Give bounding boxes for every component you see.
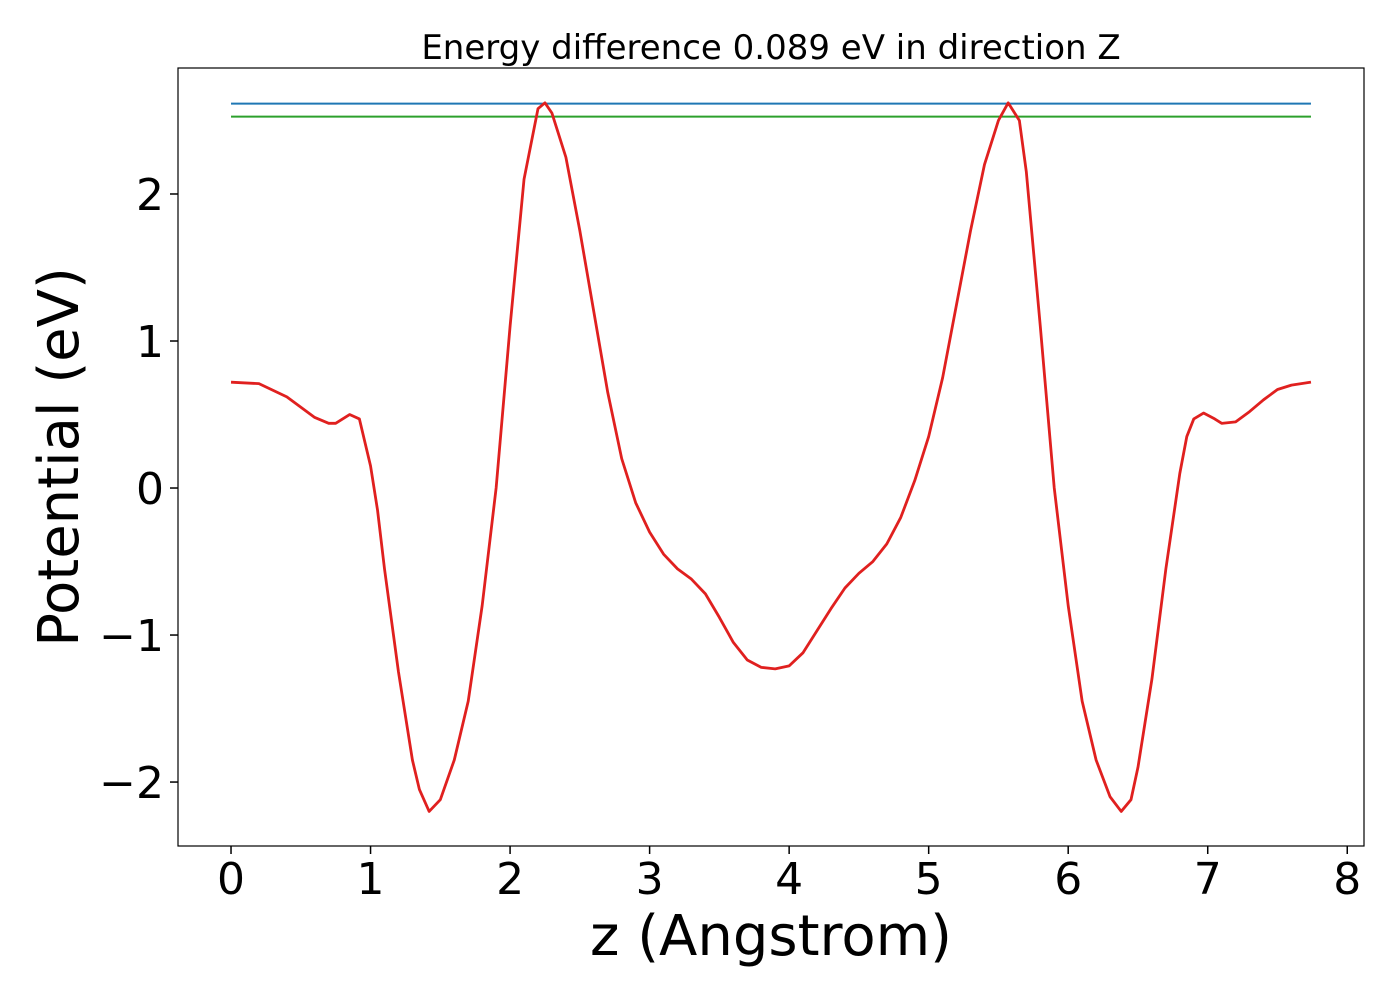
x-tick-label: 3 [636, 854, 664, 905]
y-tick-label: 1 [136, 317, 164, 368]
x-tick-label: 6 [1054, 854, 1082, 905]
y-tick-label: −2 [99, 758, 164, 809]
line-series [230, 101, 1312, 813]
y-tick-label: 2 [136, 170, 164, 221]
chart-title: Energy difference 0.089 eV in direction … [421, 28, 1120, 68]
y-tick-label: 0 [136, 464, 164, 515]
y-axis-label: Potential (eV) [27, 267, 92, 647]
x-tick-label: 5 [915, 854, 943, 905]
x-tick-label: 2 [496, 854, 524, 905]
x-tick-label: 4 [775, 854, 803, 905]
x-axis-label: z (Angstrom) [590, 904, 952, 969]
y-tick-label: −1 [99, 611, 164, 662]
x-tick-label: 0 [217, 854, 245, 905]
x-tick-label: 7 [1194, 854, 1222, 905]
plot-frame [177, 67, 1365, 847]
x-tick-label: 1 [357, 854, 385, 905]
x-tick-label: 8 [1333, 854, 1361, 905]
